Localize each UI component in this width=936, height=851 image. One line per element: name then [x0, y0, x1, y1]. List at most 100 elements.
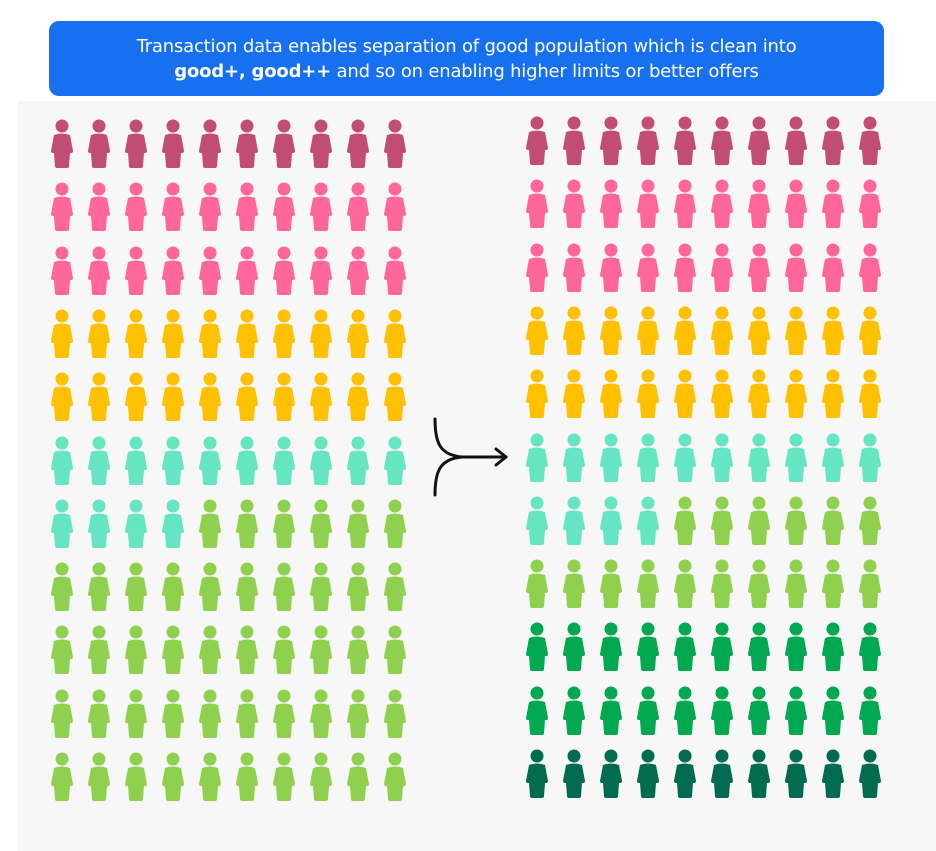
person-icon: [345, 435, 371, 485]
person-icon: [561, 432, 587, 482]
person-icon: [234, 245, 260, 295]
person-icon: [672, 685, 698, 735]
person-icon: [635, 621, 661, 672]
person-icon: [271, 118, 297, 168]
person-icon: [672, 621, 698, 672]
person-icon: [598, 685, 624, 735]
person-icon: [561, 558, 587, 609]
person-icon: [635, 748, 661, 798]
person-icon: [524, 242, 550, 292]
person-icon: [160, 245, 186, 295]
person-icon: [524, 115, 550, 165]
person-icon: [123, 498, 149, 548]
person-icon: [86, 688, 112, 738]
person-icon: [857, 368, 883, 419]
person-icon: [820, 558, 846, 609]
person-icon: [635, 368, 661, 419]
person-icon: [86, 118, 112, 168]
person-icon: [345, 245, 371, 295]
person-icon: [820, 115, 846, 165]
person-icon: [524, 432, 550, 482]
person-icon: [49, 181, 75, 232]
person-icon: [160, 118, 186, 168]
person-icon: [746, 558, 772, 609]
person-icon: [160, 435, 186, 485]
person-icon: [857, 115, 883, 165]
person-icon: [308, 308, 334, 358]
person-icon: [234, 181, 260, 232]
header-banner: Transaction data enables separation of g…: [49, 21, 884, 96]
header-line-1: Transaction data enables separation of g…: [136, 35, 797, 57]
person-icon: [783, 748, 809, 798]
person-icon: [820, 685, 846, 735]
person-icon: [783, 178, 809, 229]
person-icon: [197, 118, 223, 168]
person-icon: [160, 688, 186, 738]
person-icon: [197, 435, 223, 485]
person-icon: [234, 435, 260, 485]
person-icon: [345, 181, 371, 232]
person-icon: [345, 688, 371, 738]
person-icon: [123, 308, 149, 358]
person-icon: [672, 305, 698, 355]
person-icon: [746, 748, 772, 798]
person-icon: [820, 368, 846, 419]
person-icon: [271, 245, 297, 295]
person-icon: [160, 751, 186, 801]
person-icon: [524, 621, 550, 672]
split-arrow-icon: [428, 413, 512, 501]
person-icon: [598, 558, 624, 609]
person-icon: [524, 178, 550, 229]
person-icon: [382, 435, 408, 485]
person-icon: [345, 751, 371, 801]
person-icon: [197, 624, 223, 675]
person-icon: [197, 181, 223, 232]
person-icon: [783, 432, 809, 482]
person-icon: [783, 242, 809, 292]
person-icon: [49, 371, 75, 422]
person-icon: [308, 624, 334, 675]
person-icon: [382, 688, 408, 738]
person-icon: [561, 685, 587, 735]
person-icon: [820, 178, 846, 229]
person-icon: [123, 751, 149, 801]
person-icon: [271, 688, 297, 738]
person-icon: [308, 371, 334, 422]
person-icon: [746, 621, 772, 672]
person-icon: [382, 624, 408, 675]
person-icon: [345, 498, 371, 548]
person-icon: [234, 561, 260, 612]
person-icon: [308, 498, 334, 548]
person-icon: [635, 178, 661, 229]
person-icon: [635, 432, 661, 482]
person-icon: [783, 368, 809, 419]
person-icon: [524, 685, 550, 735]
person-icon: [746, 368, 772, 419]
person-icon: [382, 751, 408, 801]
person-icon: [857, 432, 883, 482]
person-icon: [524, 558, 550, 609]
person-icon: [672, 558, 698, 609]
person-icon: [271, 308, 297, 358]
person-icon: [86, 181, 112, 232]
person-icon: [598, 368, 624, 419]
person-icon: [197, 308, 223, 358]
person-icon: [308, 688, 334, 738]
person-icon: [234, 624, 260, 675]
person-icon: [524, 495, 550, 545]
person-icon: [672, 748, 698, 798]
person-icon: [709, 242, 735, 292]
person-icon: [857, 685, 883, 735]
person-icon: [49, 751, 75, 801]
person-icon: [857, 305, 883, 355]
person-icon: [123, 688, 149, 738]
person-icon: [197, 688, 223, 738]
person-icon: [672, 242, 698, 292]
header-line-2-rest: and so on enabling higher limits or bett…: [331, 60, 759, 82]
person-icon: [49, 624, 75, 675]
person-icon: [635, 558, 661, 609]
person-icon: [598, 748, 624, 798]
person-icon: [382, 561, 408, 612]
person-icon: [382, 118, 408, 168]
person-icon: [820, 495, 846, 545]
